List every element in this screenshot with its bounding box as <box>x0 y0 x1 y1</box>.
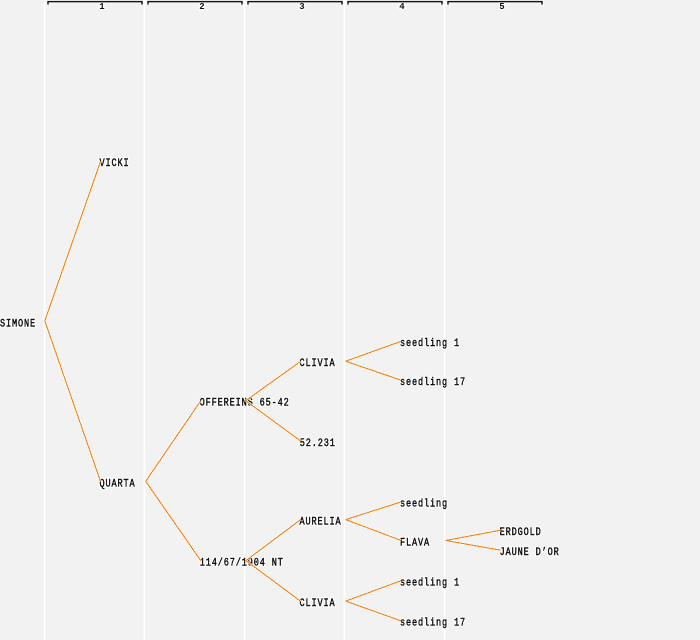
svg-text:JAUNE D’OR: JAUNE D’OR <box>500 546 560 558</box>
svg-text:114/67/1904 NT: 114/67/1904 NT <box>200 557 284 569</box>
svg-text:OFFEREINS 65-42: OFFEREINS 65-42 <box>200 397 290 409</box>
svg-text:SIMONE: SIMONE <box>0 317 36 329</box>
svg-text:VICKI: VICKI <box>100 157 130 169</box>
svg-text:CLIVIA: CLIVIA <box>300 597 336 609</box>
svg-text:QUARTA: QUARTA <box>100 477 136 489</box>
svg-text:3: 3 <box>299 2 304 12</box>
svg-text:ERDGOLD: ERDGOLD <box>500 526 542 538</box>
svg-text:FLAVA: FLAVA <box>400 536 430 548</box>
svg-text:1: 1 <box>99 2 105 12</box>
svg-text:AURELIA: AURELIA <box>300 515 342 527</box>
svg-text:SIMONE: SIMONE <box>0 317 36 329</box>
svg-text:seedling 17: seedling 17 <box>400 376 466 388</box>
svg-text:2: 2 <box>199 2 204 12</box>
svg-text:seedling 1: seedling 1 <box>400 577 460 589</box>
svg-text:CLIVIA: CLIVIA <box>300 597 336 609</box>
svg-text:4: 4 <box>399 2 405 12</box>
svg-text:seedling: seedling <box>400 497 448 509</box>
svg-text:seedling: seedling <box>400 497 448 509</box>
svg-text:52.231: 52.231 <box>300 437 336 449</box>
svg-text:114/67/1904 NT: 114/67/1904 NT <box>200 557 284 569</box>
svg-text:OFFEREINS 65-42: OFFEREINS 65-42 <box>200 397 290 409</box>
svg-text:FLAVA: FLAVA <box>400 536 430 548</box>
svg-text:CLIVIA: CLIVIA <box>300 357 336 369</box>
svg-text:AURELIA: AURELIA <box>300 515 342 527</box>
svg-text:seedling 1: seedling 1 <box>400 337 460 349</box>
svg-text:seedling 17: seedling 17 <box>400 617 466 629</box>
svg-text:VICKI: VICKI <box>100 157 130 169</box>
svg-text:CLIVIA: CLIVIA <box>300 357 336 369</box>
svg-text:seedling 1: seedling 1 <box>400 337 460 349</box>
svg-text:ERDGOLD: ERDGOLD <box>500 526 542 538</box>
svg-text:JAUNE D’OR: JAUNE D’OR <box>500 546 560 558</box>
svg-text:QUARTA: QUARTA <box>100 477 136 489</box>
svg-text:4: 4 <box>399 2 405 12</box>
svg-text:52.231: 52.231 <box>300 437 336 449</box>
svg-text:seedling 17: seedling 17 <box>400 617 466 629</box>
svg-text:1: 1 <box>99 2 105 12</box>
svg-text:2: 2 <box>199 2 204 12</box>
svg-text:5: 5 <box>499 2 504 12</box>
svg-text:3: 3 <box>299 2 304 12</box>
svg-text:seedling 17: seedling 17 <box>400 376 466 388</box>
svg-text:5: 5 <box>499 2 504 12</box>
svg-text:seedling 1: seedling 1 <box>400 577 460 589</box>
